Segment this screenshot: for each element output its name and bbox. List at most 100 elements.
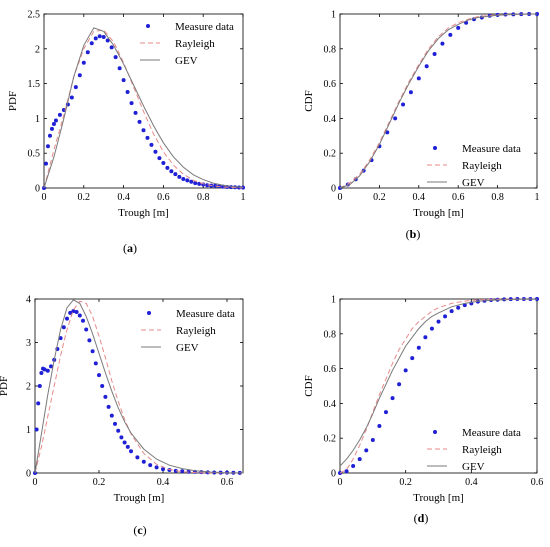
data-point <box>448 32 453 37</box>
data-point <box>370 437 375 442</box>
panel-caption: (a) <box>123 241 137 255</box>
data-point <box>89 41 94 46</box>
legend-label: Rayleigh <box>462 444 502 456</box>
plot-frame <box>339 13 538 189</box>
y-tick-label: 3 <box>26 338 31 349</box>
data-point <box>364 448 369 453</box>
y-axis-label: CDF <box>303 375 315 396</box>
x-tick-label: 0 <box>338 477 343 488</box>
caption-open: ( <box>406 227 410 241</box>
data-point <box>161 467 165 472</box>
data-point <box>125 444 130 449</box>
x-tick-label: 0.6 <box>452 192 465 203</box>
x-tick-label: 0.2 <box>93 477 106 488</box>
legend-label: Rayleigh <box>176 325 216 337</box>
data-point <box>122 440 127 445</box>
data-point <box>113 55 118 60</box>
y-tick-label: 0.6 <box>324 79 337 90</box>
legend-marker <box>146 24 150 28</box>
legend-label: Measure data <box>176 308 235 320</box>
data-point <box>77 73 82 78</box>
y-tick-label: 2 <box>35 44 40 55</box>
data-point <box>135 455 140 460</box>
data-point <box>449 309 454 314</box>
legend-label: GEV <box>462 461 485 473</box>
data-point <box>424 64 429 69</box>
data-point <box>377 424 382 429</box>
data-point <box>65 316 69 321</box>
data-point <box>121 78 126 83</box>
data-point <box>149 142 154 147</box>
data-point <box>43 161 48 166</box>
data-point <box>133 110 138 115</box>
data-point <box>416 345 421 350</box>
y-tick-label: 1 <box>331 10 336 21</box>
y-tick-label: 1.5 <box>28 79 41 90</box>
plot-frame <box>339 298 538 474</box>
data-point <box>148 463 153 468</box>
data-point <box>125 89 130 94</box>
data-point <box>189 179 194 184</box>
y-tick-label: 0.4 <box>324 399 337 410</box>
panel-caption: (b) <box>406 227 421 241</box>
data-point <box>397 382 402 387</box>
x-tick-label: 0 <box>33 477 38 488</box>
y-axis-label: PDF <box>0 376 10 396</box>
caption-open: ( <box>414 511 418 525</box>
data-point <box>153 149 158 154</box>
data-point <box>58 336 63 341</box>
data-point <box>181 176 186 181</box>
plot-frame <box>43 13 244 189</box>
data-point <box>213 183 218 188</box>
data-point <box>169 169 174 174</box>
caption-open: ( <box>123 241 127 255</box>
y-tick-label: 0.8 <box>324 329 337 340</box>
data-point <box>145 135 150 140</box>
x-tick-label: 0.4 <box>117 192 130 203</box>
chart-panel-b: 0 0.2 0.4 0.6 0.8 1 0 0.2 0.4 0.6 0.8 1 Trough [m] CD… <box>303 10 540 242</box>
legend-label: Measure data <box>175 21 234 33</box>
data-point <box>177 174 182 179</box>
data-point <box>49 364 53 369</box>
caption-close: ) <box>424 511 428 525</box>
y-tick-label: 0.2 <box>324 434 337 445</box>
data-point <box>97 34 102 39</box>
chart-panel-a: 0 0.2 0.4 0.6 0.8 1 0 0.5 1 1.5 2 2.5 Trough [m] PDF M… <box>7 10 246 256</box>
legend-label: GEV <box>176 342 199 354</box>
x-tick-label: 0 <box>338 192 343 203</box>
panel-caption: (d) <box>414 511 429 525</box>
data-point <box>117 66 122 71</box>
data-point <box>105 38 110 43</box>
data-point <box>47 133 52 138</box>
y-tick-label: 0 <box>26 469 31 480</box>
caption-close: ) <box>416 227 420 241</box>
y-tick-label: 0.2 <box>324 149 337 160</box>
data-point <box>36 401 41 406</box>
x-tick-label: 1 <box>535 192 540 203</box>
caption-letter: a <box>127 241 133 255</box>
data-point <box>97 373 101 378</box>
x-tick-label: 0.2 <box>78 192 91 203</box>
y-axis-label: PDF <box>7 91 19 111</box>
data-point <box>93 36 98 41</box>
data-point <box>73 85 78 90</box>
y-tick-label: 1 <box>26 425 31 436</box>
legend-marker <box>147 311 151 315</box>
series-line-rayleigh <box>43 29 244 189</box>
data-point <box>416 76 421 81</box>
data-point <box>109 413 114 418</box>
x-tick-label: 0.2 <box>399 477 412 488</box>
x-tick-label: 0.2 <box>373 192 386 203</box>
series-line-gev <box>34 299 244 474</box>
legend-label: Rayleigh <box>175 38 215 50</box>
y-tick-label: 0.8 <box>324 44 337 55</box>
data-point <box>51 121 56 126</box>
data-point <box>109 45 114 50</box>
data-point <box>456 305 461 310</box>
x-tick-label: 1 <box>241 192 246 203</box>
y-tick-label: 0.6 <box>324 364 337 375</box>
series-line-gev <box>43 27 244 189</box>
data-point <box>436 319 441 324</box>
legend-label: Rayleigh <box>462 160 502 172</box>
data-point <box>106 404 111 409</box>
